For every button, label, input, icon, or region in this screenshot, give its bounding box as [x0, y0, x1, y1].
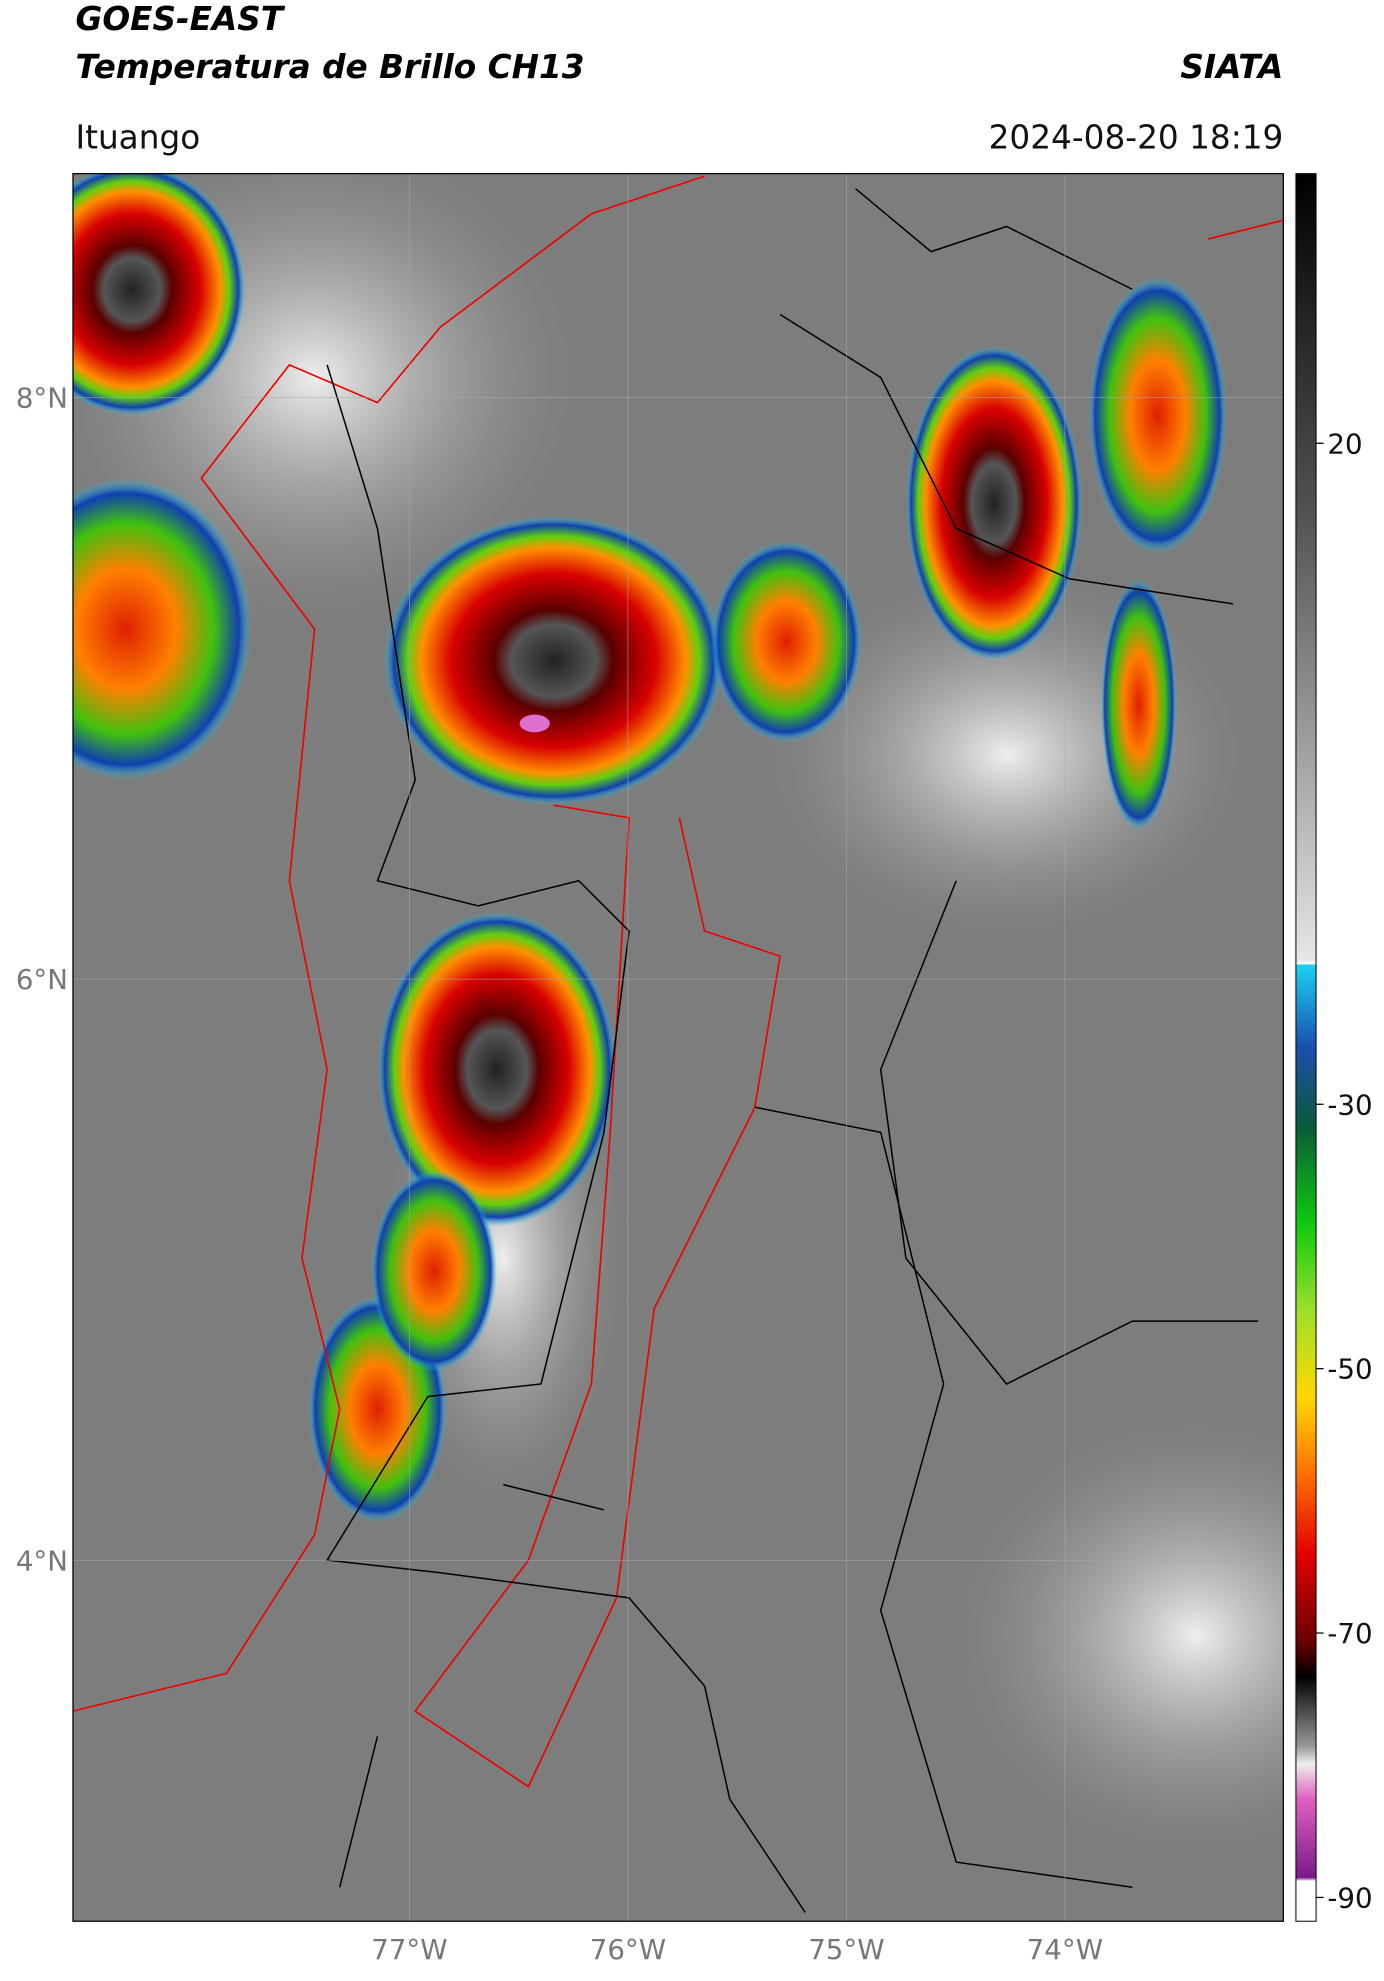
- datetime: 2024-08-20 18:19: [989, 118, 1284, 156]
- colorbar-tick-label: 20: [1327, 427, 1362, 460]
- lon-tick-label: 76°W: [590, 1933, 666, 1966]
- map-frame: [72, 172, 1284, 1922]
- colorbar-tick-label: -70: [1327, 1617, 1372, 1650]
- lon-tick-label: 74°W: [1027, 1933, 1103, 1966]
- lat-tick-label: 6°N: [16, 963, 68, 996]
- location: Ituango: [75, 118, 200, 156]
- lon-tick-label: 75°W: [808, 1933, 884, 1966]
- colorbar-tick-label: -50: [1327, 1353, 1372, 1386]
- lat-tick-label: 4°N: [16, 1545, 68, 1578]
- colorbar-tick-label: -30: [1327, 1088, 1372, 1121]
- title: GOES-EAST: [75, 0, 285, 38]
- title: Temperatura de Brillo CH13: [75, 48, 584, 86]
- colorbar-tick-label: -90: [1327, 1882, 1372, 1915]
- lon-tick-label: 77°W: [371, 1933, 447, 1966]
- satellite-image: [72, 173, 1284, 1922]
- lat-tick-label: 8°N: [16, 382, 68, 415]
- colorbar: [1295, 173, 1317, 1922]
- source: SIATA: [1180, 48, 1283, 86]
